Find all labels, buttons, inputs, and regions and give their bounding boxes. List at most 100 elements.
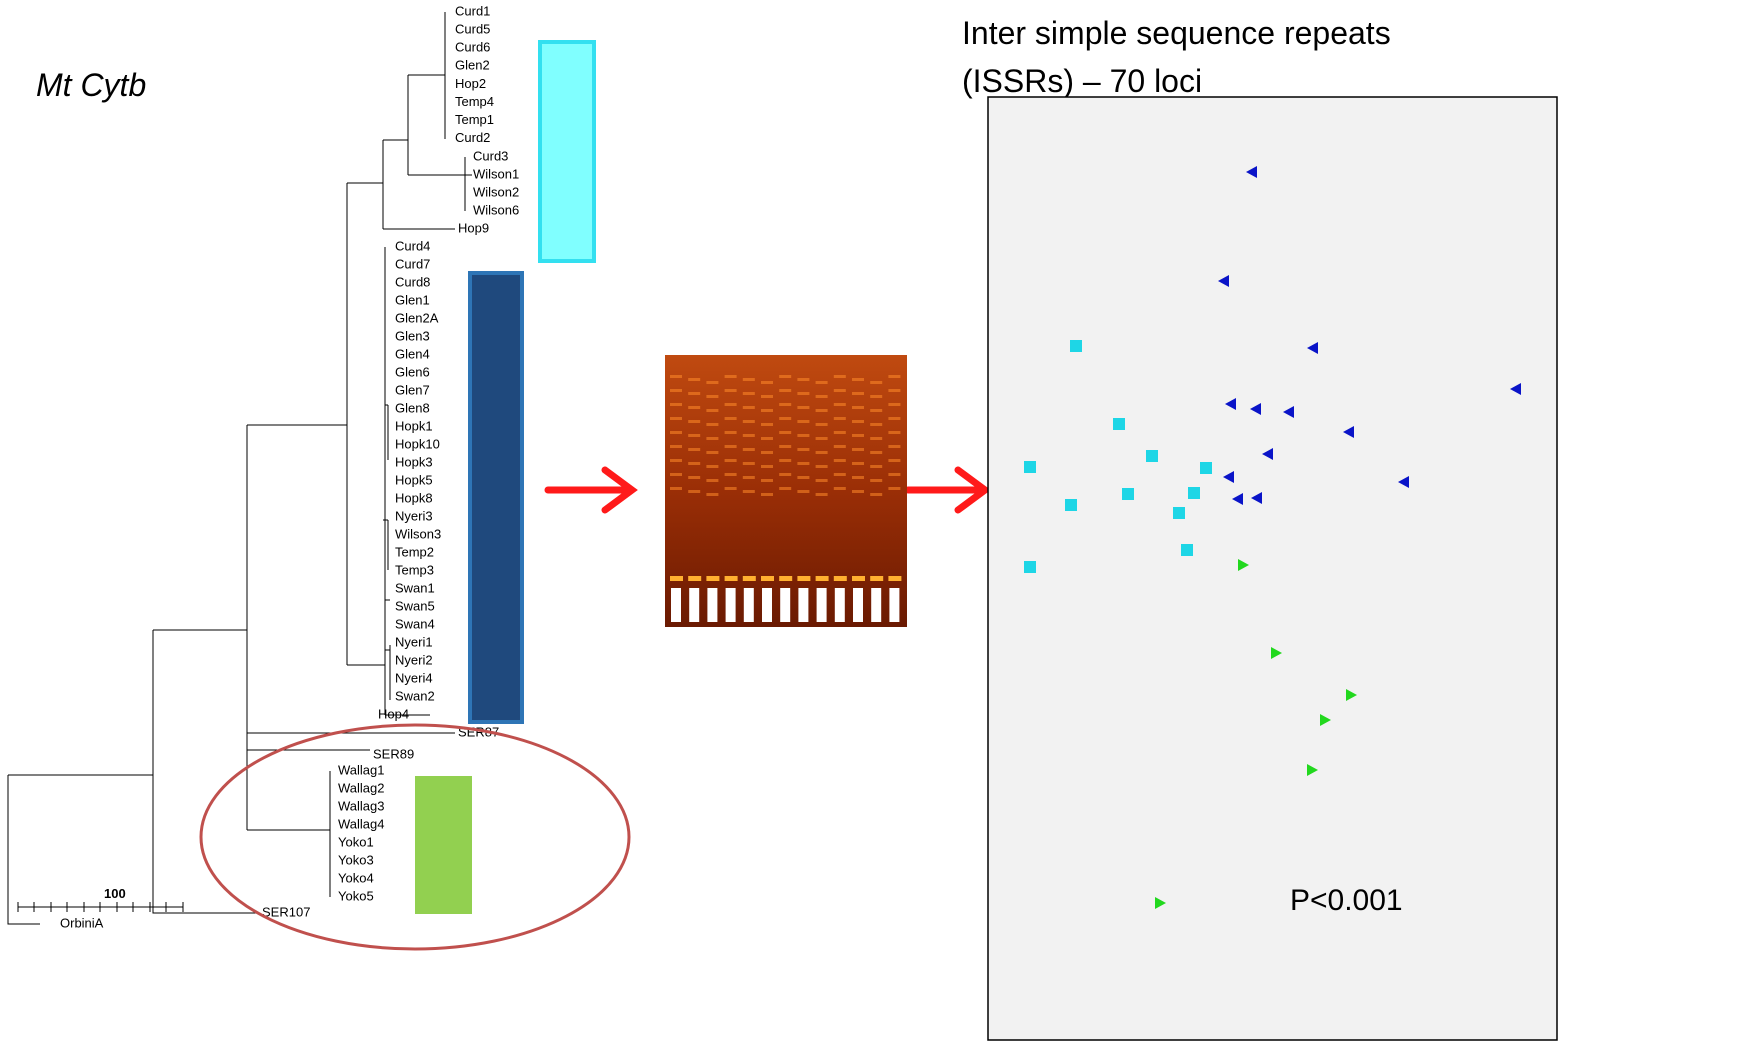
gel-band	[779, 431, 791, 434]
point-cyan	[1070, 340, 1082, 352]
point-cyan	[1113, 418, 1125, 430]
gel-band	[797, 490, 809, 493]
gel-band	[888, 389, 900, 392]
gel-band	[834, 417, 846, 420]
leaf-label: Nyeri1	[395, 634, 433, 649]
gel-band	[688, 576, 701, 581]
gel-band	[888, 431, 900, 434]
leaf-label: Glen4	[395, 346, 430, 361]
gel-band	[779, 375, 791, 378]
gel-band	[888, 375, 900, 378]
gel-band	[688, 448, 700, 451]
gel-band	[870, 576, 883, 581]
leaf-label: Yoko4	[338, 870, 374, 885]
point-cyan	[1181, 544, 1193, 556]
gel-band	[852, 476, 864, 479]
gel-band	[870, 437, 882, 440]
gel-band	[725, 403, 737, 406]
gel-band	[706, 381, 718, 384]
gel-band	[779, 445, 791, 448]
gel-band	[888, 576, 901, 581]
leaf-label: Curd8	[395, 274, 430, 289]
leaf-label: Wallag1	[338, 762, 384, 777]
gel-band	[743, 378, 755, 381]
gel-band	[688, 420, 700, 423]
gel-band	[852, 462, 864, 465]
gel-band	[816, 395, 828, 398]
gel-band	[779, 487, 791, 490]
leaf-label: SER107	[262, 904, 310, 919]
leaf-label: Hop2	[455, 76, 486, 91]
leaf-label: Temp1	[455, 112, 494, 127]
tree-title: Mt Cytb	[36, 67, 146, 103]
gel-band	[725, 389, 737, 392]
scale-label: 100	[104, 886, 126, 901]
lane-label	[744, 588, 754, 622]
gel-band	[888, 403, 900, 406]
gel-band	[706, 479, 718, 482]
gel-band	[852, 378, 864, 381]
gel-band	[761, 451, 773, 454]
gel-band	[797, 392, 809, 395]
gel-band	[706, 451, 718, 454]
gel-band	[743, 448, 755, 451]
lane-label	[726, 588, 736, 622]
leaf-label: Glen1	[395, 292, 430, 307]
gel-band	[852, 420, 864, 423]
gel-band	[670, 389, 682, 392]
gel-band	[761, 423, 773, 426]
leaf-label: OrbiniA	[60, 915, 104, 930]
gel-band	[706, 423, 718, 426]
gel-band	[816, 423, 828, 426]
gel-band	[816, 381, 828, 384]
gel-band	[706, 437, 718, 440]
blue-clade-box	[470, 273, 522, 722]
gel-band	[779, 403, 791, 406]
pcoa-title-line: Inter simple sequence repeats	[962, 15, 1391, 51]
gel-band	[761, 493, 773, 496]
leaf-label: Curd5	[455, 22, 490, 37]
point-cyan	[1065, 499, 1077, 511]
lane-label	[835, 588, 845, 622]
leaf-label: Hop4	[378, 706, 409, 721]
lane-label	[707, 588, 717, 622]
gel-band	[888, 445, 900, 448]
gel-band	[670, 487, 682, 490]
gel-band	[743, 490, 755, 493]
gel-band	[761, 409, 773, 412]
gel-band	[688, 392, 700, 395]
leaf-label: Temp3	[395, 562, 434, 577]
gel-band	[870, 381, 882, 384]
gel-band	[706, 395, 718, 398]
gel-band	[834, 375, 846, 378]
leaf-label: Hopk3	[395, 454, 433, 469]
gel-band	[834, 445, 846, 448]
gel-image	[665, 355, 907, 627]
gel-band	[743, 420, 755, 423]
lane-label	[798, 588, 808, 622]
leaf-label: Nyeri4	[395, 670, 433, 685]
gel-band	[797, 434, 809, 437]
gel-band	[852, 406, 864, 409]
leaf-label: Hopk1	[395, 418, 433, 433]
gel-band	[779, 417, 791, 420]
gel-band	[688, 378, 700, 381]
leaf-label: Glen3	[395, 328, 430, 343]
gel-band	[761, 395, 773, 398]
leaf-label: Curd3	[473, 148, 508, 163]
leaf-label: Hopk5	[395, 472, 433, 487]
gel-band	[688, 406, 700, 409]
leaf-label: Wilson3	[395, 526, 441, 541]
gel-band	[834, 473, 846, 476]
point-cyan	[1024, 561, 1036, 573]
gel-band	[725, 445, 737, 448]
gel-band	[670, 403, 682, 406]
leaf-label: Swan2	[395, 688, 435, 703]
leaf-label: Yoko5	[338, 888, 374, 903]
gel-band	[688, 490, 700, 493]
gel-band	[816, 465, 828, 468]
lane-label	[780, 588, 790, 622]
leaf-label: Wilson1	[473, 166, 519, 181]
point-cyan	[1173, 507, 1185, 519]
leaf-label: SER89	[373, 746, 414, 761]
